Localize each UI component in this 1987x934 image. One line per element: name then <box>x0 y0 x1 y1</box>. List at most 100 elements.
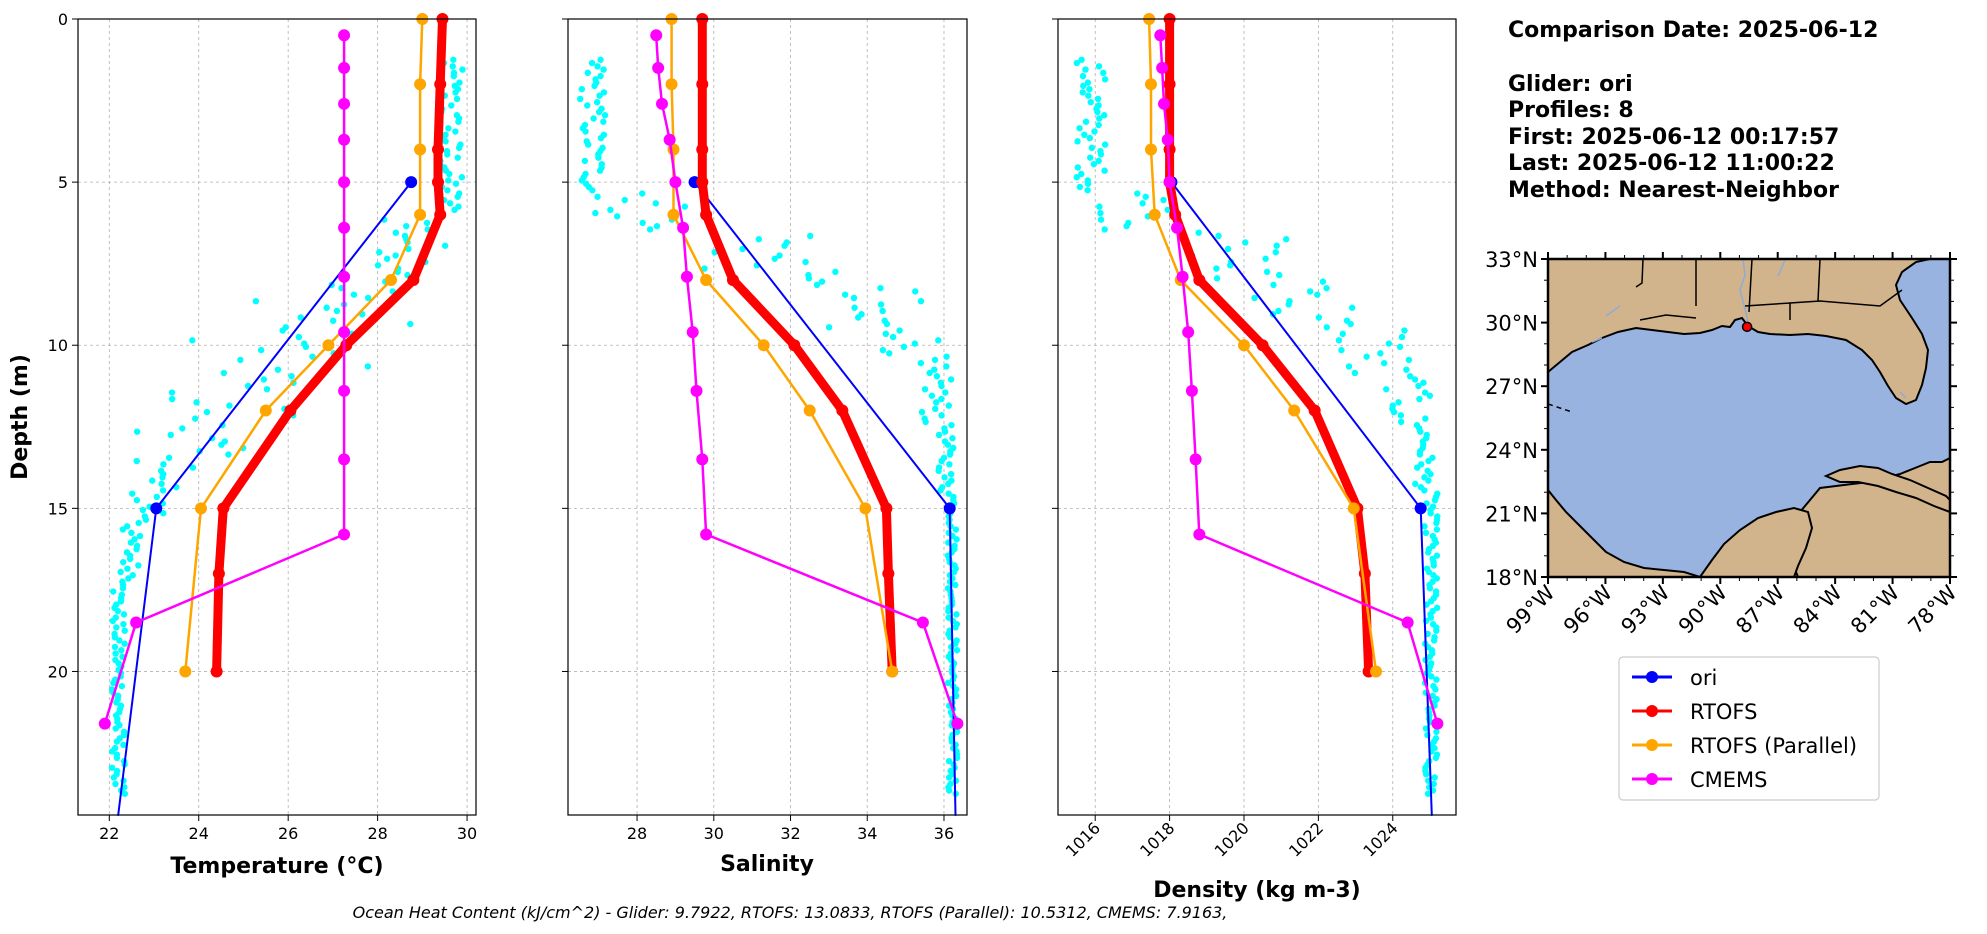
x-tick-label: 26 <box>278 824 298 843</box>
map-gulf-water <box>1548 259 1950 577</box>
glider-raw-point <box>1086 85 1093 93</box>
glider-raw-point <box>813 281 821 289</box>
glider-raw-point <box>928 392 936 399</box>
glider-raw-point <box>279 327 286 334</box>
glider-raw-point <box>1094 95 1102 103</box>
series-marker-rtofs <box>1163 78 1176 91</box>
glider-raw-point <box>193 399 200 406</box>
glider-raw-point <box>1090 160 1098 168</box>
glider-raw-point <box>126 555 134 563</box>
map-lon-label: 90°W <box>1674 580 1732 638</box>
glider-raw-point <box>1085 92 1092 99</box>
glider-raw-point <box>1422 725 1430 732</box>
glider-raw-point <box>1086 154 1094 161</box>
series-marker-cmems <box>669 176 682 189</box>
x-tick-label: 1016 <box>1062 818 1104 860</box>
glider-raw-point <box>119 526 127 533</box>
glider-raw-point <box>1097 151 1105 158</box>
glider-raw-point <box>1095 121 1102 129</box>
last-time: Last: 2025-06-12 11:00:22 <box>1508 151 1835 176</box>
temperature-series <box>98 13 449 816</box>
glider-raw-point <box>403 222 410 230</box>
glider-raw-point <box>945 757 953 765</box>
glider-raw-point <box>597 134 605 142</box>
x-tick-label: 34 <box>857 824 877 843</box>
density-series <box>1143 13 1444 816</box>
glider-raw-point <box>1319 278 1327 285</box>
glider-raw-point <box>807 232 814 240</box>
glider-raw-point <box>945 607 952 615</box>
glider-raw-point <box>584 102 591 109</box>
glider-raw-point <box>1315 314 1323 321</box>
glider-raw-point <box>943 363 950 370</box>
glider-raw-point <box>1215 232 1222 240</box>
glider-raw-point <box>1101 112 1108 119</box>
glider-raw-point <box>854 314 862 321</box>
glider-raw-point <box>1084 79 1092 86</box>
y-tick-label: 10 <box>48 336 68 355</box>
glider-raw-point <box>1078 56 1085 63</box>
series-marker-rtofs_parallel <box>1144 78 1157 91</box>
glider-raw-point <box>376 249 383 256</box>
glider-raw-point <box>1425 568 1433 576</box>
glider-raw-point <box>1417 428 1424 435</box>
glider-raw-point <box>1285 301 1292 308</box>
glider-raw-point <box>931 356 939 364</box>
glider-raw-point <box>596 92 603 99</box>
glider-raw-point <box>192 415 199 422</box>
series-marker-cmems <box>650 29 663 42</box>
glider-raw-point <box>350 291 358 298</box>
glider-raw-point <box>120 558 127 566</box>
density-xlabel: Density (kg m-3) <box>1153 878 1361 903</box>
glider-raw-point <box>877 301 885 308</box>
glider-raw-point <box>581 157 589 165</box>
glider-raw-point <box>1430 637 1438 644</box>
glider-raw-point <box>133 428 141 435</box>
glider-raw-point <box>452 180 460 187</box>
glider-raw-point <box>114 607 122 615</box>
glider-raw-point <box>288 373 295 380</box>
series-marker-rtofs <box>696 176 709 189</box>
series-marker-cmems <box>338 176 351 189</box>
legend-swatch-marker <box>1646 739 1658 751</box>
legend-items: ori RTOFS RTOFS (Parallel) CMEMS <box>1632 666 1857 792</box>
ocean-heat-content-footer: Ocean Heat Content (kJ/cm^2) - Glider: 9… <box>353 903 1228 922</box>
glider-raw-point <box>944 441 952 448</box>
glider-raw-point <box>160 510 167 517</box>
series-marker-rtofs <box>434 208 447 221</box>
glider-raw-point <box>953 647 961 654</box>
glider-raw-point <box>639 190 646 197</box>
series-marker-cmems <box>1163 176 1176 189</box>
glider-raw-point <box>825 324 833 331</box>
glider-raw-point <box>1411 376 1419 383</box>
glider-raw-point <box>1396 343 1404 351</box>
series-marker-cmems <box>652 61 665 74</box>
series-marker-rtofs_parallel <box>414 208 427 221</box>
y-tick-label: 5 <box>58 173 68 192</box>
glider-raw-point <box>594 193 601 200</box>
series-marker-cmems <box>655 97 668 110</box>
map-lon-label: 81°W <box>1846 580 1904 638</box>
glider-raw-point <box>946 451 954 458</box>
map-cuba <box>1823 464 1950 514</box>
glider-raw-point <box>133 545 140 553</box>
glider-raw-point <box>1213 265 1220 272</box>
glider-raw-point <box>1377 350 1384 357</box>
glider-raw-point <box>1338 346 1345 354</box>
glider-raw-point <box>886 350 893 357</box>
glider-raw-point <box>153 493 161 501</box>
series-marker-cmems <box>1431 717 1444 730</box>
glider-raw-point <box>444 187 451 194</box>
series-marker-cmems <box>338 221 351 234</box>
series-marker-cmems <box>338 133 351 146</box>
glider-raw-point <box>1421 487 1428 494</box>
glider-raw-point <box>1412 480 1419 488</box>
glider-raw-point <box>584 141 592 148</box>
glider-raw-point <box>167 431 174 439</box>
info-block: Comparison Date: 2025-06-12 Glider: ori … <box>1508 18 1878 203</box>
glider-raw-point <box>189 337 196 344</box>
temperature-xlabel: Temperature (°C) <box>170 854 383 879</box>
salinity-raw-scatter <box>576 56 961 797</box>
salinity-ticks: 28 30 32 34 36 <box>562 18 954 843</box>
legend-label: RTOFS (Parallel) <box>1690 734 1857 758</box>
